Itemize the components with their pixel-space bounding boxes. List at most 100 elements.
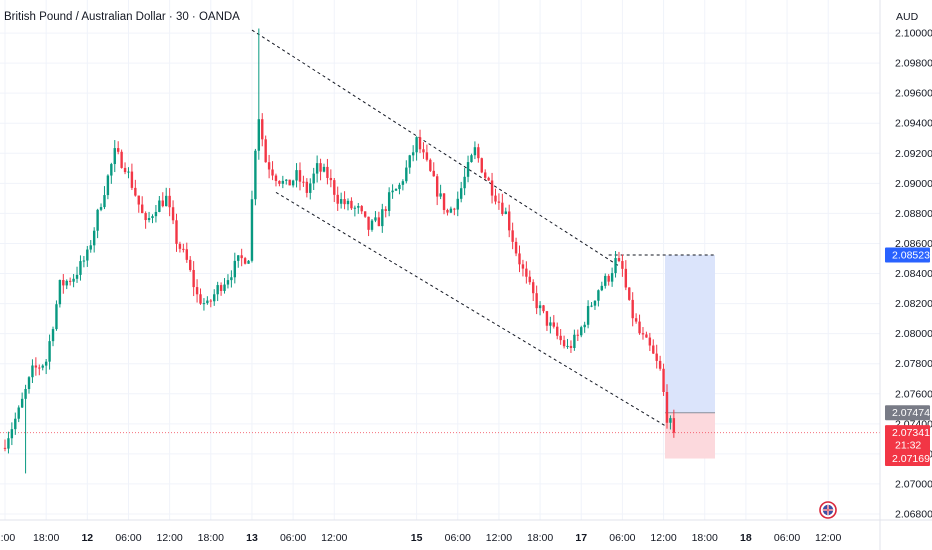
candle-body[interactable] <box>62 280 65 286</box>
candle-body[interactable] <box>525 268 528 277</box>
candle-body[interactable] <box>552 322 555 327</box>
candle-body[interactable] <box>106 175 110 196</box>
candle-body[interactable] <box>381 209 384 227</box>
candle-body[interactable] <box>38 367 41 369</box>
candle-body[interactable] <box>545 311 549 326</box>
candle-body[interactable] <box>75 274 79 279</box>
candle-body[interactable] <box>158 200 161 212</box>
candle-body[interactable] <box>165 195 168 207</box>
candle-body[interactable] <box>453 208 456 210</box>
candle-body[interactable] <box>357 206 360 208</box>
candle-body[interactable] <box>3 447 7 449</box>
candle-body[interactable] <box>425 152 429 160</box>
candle-body[interactable] <box>14 418 17 430</box>
candle-body[interactable] <box>257 119 261 151</box>
candle-body[interactable] <box>250 199 254 261</box>
candle-body[interactable] <box>590 305 593 307</box>
candle-body[interactable] <box>216 285 219 295</box>
candle-body[interactable] <box>634 318 638 322</box>
candle-body[interactable] <box>446 209 449 213</box>
position-zones[interactable] <box>0 255 880 459</box>
candle-body[interactable] <box>556 326 559 336</box>
candle-body[interactable] <box>288 179 291 186</box>
candle-body[interactable] <box>48 341 51 362</box>
candle-body[interactable] <box>418 137 422 150</box>
candle-body[interactable] <box>652 345 655 354</box>
candle-body[interactable] <box>17 407 20 419</box>
candle-body[interactable] <box>274 175 278 181</box>
candle-body[interactable] <box>645 334 648 338</box>
candle-body[interactable] <box>326 166 329 178</box>
candle-body[interactable] <box>281 180 285 184</box>
candle-body[interactable] <box>41 365 44 368</box>
candle-body[interactable] <box>230 277 233 281</box>
candle-body[interactable] <box>394 189 398 191</box>
candle-body[interactable] <box>638 321 641 334</box>
candle-body[interactable] <box>484 172 487 178</box>
candle-body[interactable] <box>240 255 243 259</box>
candle-body[interactable] <box>569 345 573 348</box>
candle-body[interactable] <box>175 220 178 244</box>
candle-body[interactable] <box>374 217 377 221</box>
candle-body[interactable] <box>377 217 381 227</box>
candle-body[interactable] <box>346 200 350 205</box>
candle-body[interactable] <box>617 258 621 262</box>
candle-body[interactable] <box>213 294 216 302</box>
candle-body[interactable] <box>247 260 250 264</box>
candle-body[interactable] <box>134 187 137 196</box>
candle-body[interactable] <box>130 171 134 188</box>
candle-body[interactable] <box>429 159 432 171</box>
candle-body[interactable] <box>411 152 415 156</box>
candle-body[interactable] <box>226 280 230 285</box>
candle-body[interactable] <box>624 268 628 288</box>
candle-body[interactable] <box>319 163 322 172</box>
candle-body[interactable] <box>408 155 411 168</box>
candle-body[interactable] <box>593 300 597 306</box>
candle-body[interactable] <box>254 150 257 200</box>
candle-body[interactable] <box>285 179 288 181</box>
candle-body[interactable] <box>7 438 10 449</box>
candle-body[interactable] <box>291 180 295 186</box>
candle-body[interactable] <box>600 285 604 291</box>
candle-body[interactable] <box>264 139 267 163</box>
candle-body[interactable] <box>65 280 68 286</box>
candle-body[interactable] <box>333 180 336 195</box>
time-axis[interactable]: 2:00 18:00 12 06:00 12:00 18:00 13 06:00 12:00 15… <box>0 532 841 544</box>
candle-body[interactable] <box>566 345 569 347</box>
candle-body[interactable] <box>79 261 82 275</box>
candle-body[interactable] <box>387 192 391 211</box>
candle-body[interactable] <box>463 176 466 189</box>
candle-body[interactable] <box>178 243 182 249</box>
candle-body[interactable] <box>34 365 38 368</box>
candle-body[interactable] <box>487 177 490 181</box>
candle-body[interactable] <box>223 284 226 291</box>
candle-body[interactable] <box>360 206 363 212</box>
candle-body[interactable] <box>456 198 459 210</box>
candle-body[interactable] <box>89 245 92 250</box>
candle-body[interactable] <box>86 249 89 261</box>
candle-body[interactable] <box>103 195 106 208</box>
candle-body[interactable] <box>99 207 103 210</box>
candle-body[interactable] <box>161 200 164 207</box>
candle-body[interactable] <box>267 162 271 170</box>
candle-body[interactable] <box>610 273 614 282</box>
candle-body[interactable] <box>480 158 483 173</box>
candle-body[interactable] <box>312 173 315 184</box>
candle-body[interactable] <box>10 429 14 439</box>
candle-body[interactable] <box>233 260 237 278</box>
candle-body[interactable] <box>501 202 504 215</box>
candle-body[interactable] <box>31 365 34 378</box>
trendline[interactable] <box>275 191 668 428</box>
candle-body[interactable] <box>628 287 631 300</box>
candle-body[interactable] <box>538 305 542 309</box>
candle-body[interactable] <box>353 207 357 209</box>
candle-body[interactable] <box>542 305 545 312</box>
candle-body[interactable] <box>336 194 339 204</box>
trendlines[interactable] <box>251 29 716 428</box>
candle-body[interactable] <box>669 418 672 423</box>
candle-body[interactable] <box>168 195 171 208</box>
candle-body[interactable] <box>449 208 453 213</box>
candle-body[interactable] <box>219 285 223 291</box>
candle-body[interactable] <box>141 204 144 214</box>
